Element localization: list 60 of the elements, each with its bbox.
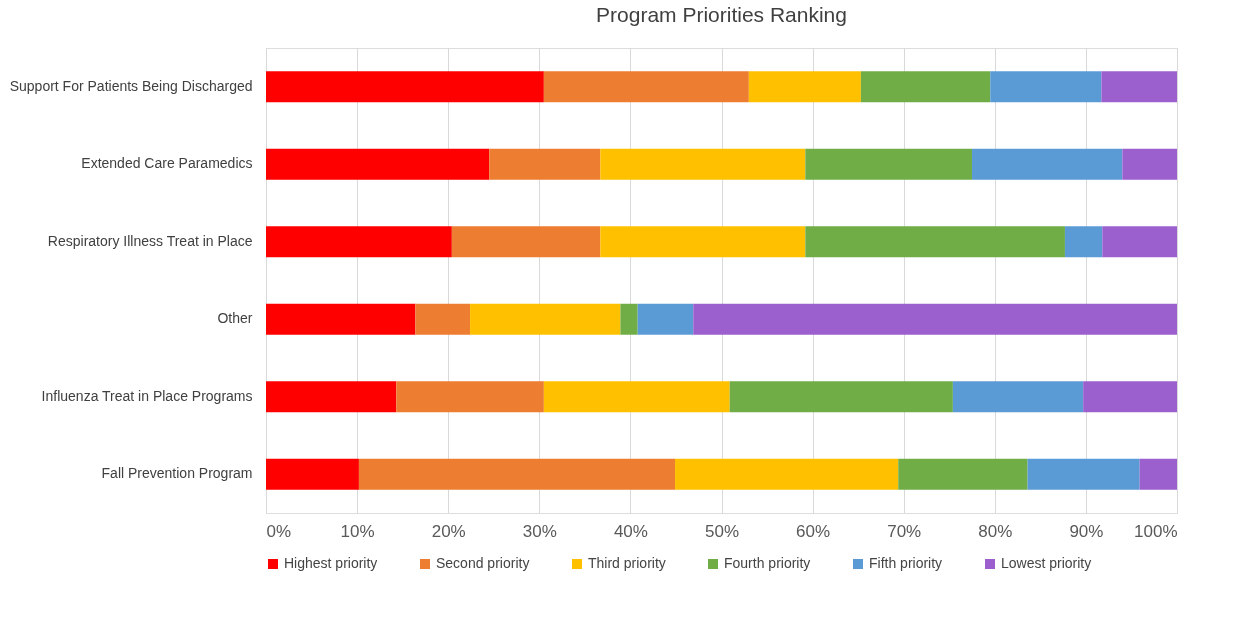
legend-label: Second priority [436, 555, 530, 571]
bar [470, 303, 621, 335]
bar [1122, 148, 1177, 180]
x-tick-label: 20% [431, 521, 466, 541]
legend-label: Lowest priority [1001, 555, 1092, 571]
y-tick-label: Extended Care Paramedics [81, 155, 253, 172]
bar [543, 71, 749, 103]
bar [451, 226, 601, 258]
bar [620, 303, 638, 335]
bar [748, 71, 861, 103]
bar [266, 303, 416, 335]
bar [266, 226, 452, 258]
bar [1083, 381, 1177, 413]
chart-title: Program Priorities Ranking [596, 3, 847, 26]
bar [729, 381, 953, 413]
x-tick-label: 50% [704, 521, 740, 541]
x-tick-label: 80% [978, 521, 1013, 541]
bar [972, 148, 1123, 180]
x-tick-label: 10% [340, 521, 375, 541]
y-tick-label: Other [217, 310, 253, 327]
x-tick-label: 70% [887, 521, 922, 541]
x-tick-label: 60% [796, 521, 831, 541]
y-tick-label: Influenza Treat in Place Programs [41, 387, 253, 404]
x-tick-label: 30% [522, 521, 557, 541]
bar [396, 381, 544, 413]
bar [860, 71, 991, 103]
bar [1101, 71, 1177, 103]
y-tick-label: Support For Patients Being Discharged [9, 77, 253, 94]
x-tick-label: 90% [1069, 521, 1104, 541]
bar [805, 148, 973, 180]
x-tick-label: 40% [613, 521, 648, 541]
bar [1027, 458, 1140, 490]
y-tick-label: Respiratory Illness Treat in Place [47, 232, 253, 249]
bar [898, 458, 1028, 490]
bar [600, 148, 806, 180]
bar [489, 148, 601, 180]
x-tick-label: 100% [1134, 521, 1178, 541]
bar [952, 381, 1084, 413]
bar [675, 458, 899, 490]
bar [1139, 458, 1177, 490]
bar [543, 381, 730, 413]
legend-label: Highest priority [284, 555, 378, 571]
y-tick-label: Fall Prevention Program [101, 465, 253, 482]
bar [990, 71, 1102, 103]
bar [415, 303, 471, 335]
legend-label: Third priority [588, 555, 666, 571]
bar [805, 226, 1065, 258]
legend-label: Fifth priority [869, 555, 943, 571]
bar [266, 71, 544, 103]
bar [358, 458, 676, 490]
x-tick-label: 0% [266, 521, 292, 541]
legend-label: Fourth priority [724, 555, 811, 571]
bar [693, 303, 1177, 335]
bar [266, 381, 397, 413]
bar [600, 226, 806, 258]
bar [637, 303, 694, 335]
bar [266, 148, 490, 180]
bar [266, 458, 359, 490]
bar [1102, 226, 1177, 258]
bar [1064, 226, 1103, 258]
